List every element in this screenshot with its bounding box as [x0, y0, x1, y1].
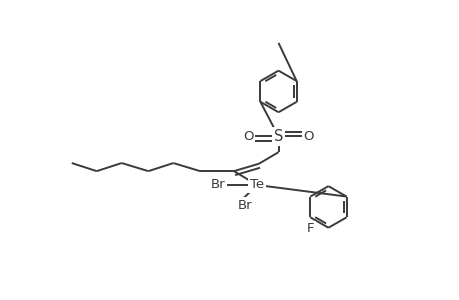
- Text: Br: Br: [237, 199, 252, 212]
- Text: Br: Br: [210, 178, 224, 191]
- Text: Te: Te: [250, 178, 263, 191]
- Text: O: O: [303, 130, 313, 143]
- Text: S: S: [273, 129, 283, 144]
- Text: O: O: [242, 130, 253, 143]
- Text: F: F: [306, 222, 313, 236]
